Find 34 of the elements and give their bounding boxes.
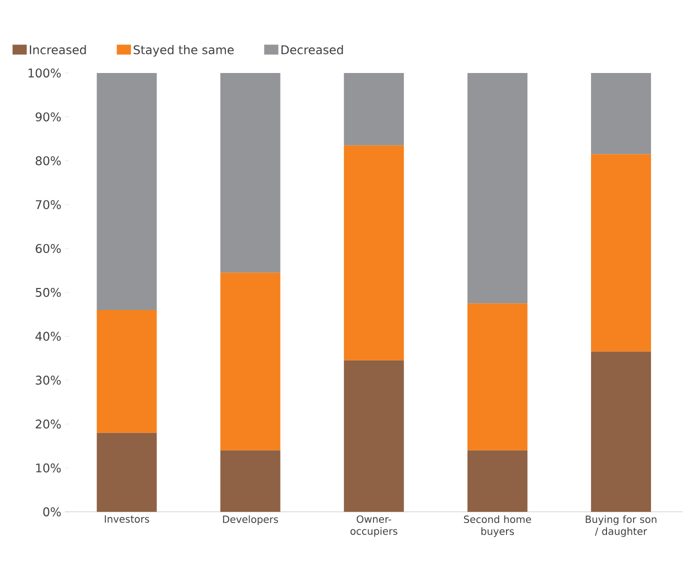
bar [96, 73, 157, 310]
bar [467, 303, 528, 450]
bar [220, 450, 280, 512]
bar [96, 310, 157, 433]
bar [591, 73, 652, 154]
bar [220, 73, 280, 273]
bar [220, 272, 280, 450]
legend-label: Increased [30, 45, 86, 54]
x-tick-label: Developers [223, 515, 278, 526]
y-tick-label: 40% [35, 332, 61, 341]
y-tick-label: 80% [36, 156, 61, 166]
bar [344, 360, 404, 512]
bar [591, 352, 652, 512]
y-tick-label: 20% [36, 420, 61, 429]
bar [467, 73, 528, 304]
bar [467, 450, 528, 512]
bar [96, 432, 157, 512]
y-tick-label: 10% [36, 464, 61, 473]
legend-label: Stayed the same [134, 45, 234, 57]
y-tick-label: 100% [28, 68, 61, 78]
y-tick-label: 30% [36, 376, 61, 385]
y-tick-label: 60% [36, 244, 61, 254]
y-tick-label: 50% [36, 288, 61, 298]
x-tick-label: Owner-occupiers [350, 515, 398, 537]
bar [591, 154, 652, 352]
x-tick-label: Buying for son / daughter [586, 515, 656, 538]
bar [344, 145, 404, 361]
y-tick-label: 0% [43, 507, 61, 516]
x-tick-label: Second home buyers [464, 515, 532, 538]
bar [344, 73, 404, 146]
x-tick-label: Investors [104, 515, 150, 523]
y-tick-label: 70% [36, 200, 61, 210]
legend-label: Decreased [282, 45, 343, 54]
y-tick-label: 90% [36, 112, 61, 122]
